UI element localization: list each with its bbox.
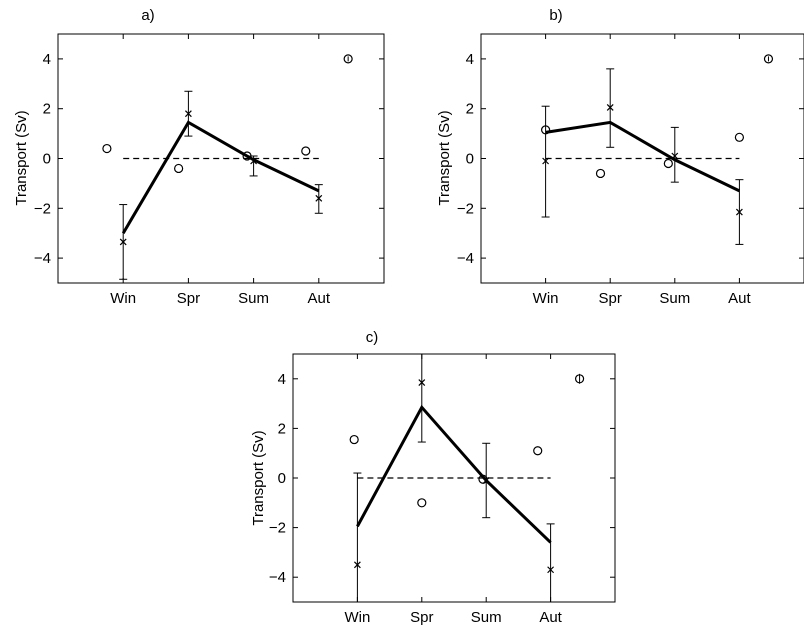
- panel-c-series-mean-line: [356, 404, 552, 544]
- panel-c-ylabel: Transport (Sv): [250, 430, 267, 525]
- panel-b-axes-frame: [480, 33, 804, 284]
- panel-c-plot: −4 −2 0 2 4 Win Spr Sum Aut: [269, 353, 616, 626]
- panel-c-ytick-label: −2: [269, 520, 286, 537]
- panel-b-circle-marker: [734, 132, 745, 142]
- panel-c-circle-marker: [533, 446, 543, 456]
- panel-b-plot: −4 −2 0 2 4 Win Spr Sum Aut: [457, 33, 804, 307]
- panel-b-circle-marker: [663, 158, 673, 169]
- panel-b-x-marker-stroke: [542, 157, 550, 165]
- panel-c-xtick-label: Aut: [539, 609, 562, 626]
- panel-b-ylabel: Transport (Sv): [436, 110, 453, 205]
- panel-b-x-marker: [671, 152, 679, 160]
- panel-c-xtick-label: Sum: [471, 609, 502, 626]
- panel-c-ytick-label: 2: [278, 420, 286, 437]
- panel-b-x-marker-stroke: [735, 208, 743, 216]
- panel-a-reference-marker: [343, 54, 353, 64]
- panel-a-x-marker: [250, 157, 258, 165]
- panel-a-circle-marker: [242, 151, 252, 161]
- panel-b-x-marker: [735, 208, 743, 216]
- panel-c-label: c): [366, 329, 379, 346]
- panel-a-x-marker-stroke: [119, 238, 127, 246]
- panel-c-x-marker: [482, 477, 490, 484]
- panel-a-circle-marker: [174, 163, 184, 174]
- panel-a-xtick-label: Win: [110, 290, 136, 307]
- panel-c-x-marker-stroke: [547, 566, 555, 574]
- panel-b: b) Transport (Sv) −4 −2 0 2 4 Win Spr Sum Aut: [436, 7, 804, 307]
- panel-a-x-marker: [315, 194, 323, 202]
- panel-a-x-marker-stroke: [184, 110, 192, 118]
- panel-a-ytick-label: 4: [43, 51, 51, 68]
- panel-b-circle-marker: [540, 125, 551, 135]
- panel-b-ytick-label: 2: [466, 101, 474, 118]
- panel-c-circle-marker: [349, 434, 359, 445]
- panel-c-x-marker-stroke: [418, 379, 426, 386]
- panel-a-x-marker: [184, 110, 192, 118]
- panel-c-ytick-label: 0: [278, 470, 286, 487]
- panel-a-plot: −4 −2 0 2 4 Win Spr Sum Aut: [34, 33, 385, 307]
- panel-a-series-mean-line: [121, 120, 320, 234]
- panel-b-series-mean-line: [545, 120, 741, 193]
- panel-b-x-marker: [606, 104, 614, 111]
- panel-a-xtick-label: Aut: [308, 290, 331, 307]
- panel-c-circle-marker: [478, 474, 488, 484]
- panel-c-x-marker: [547, 566, 555, 574]
- panel-a-xtick-label: Sum: [238, 290, 269, 307]
- panel-a: a) Transport (Sv) −4 −2 0 2 4 Win Spr Sum Aut: [13, 7, 385, 307]
- panel-c-x-marker-stroke: [353, 561, 361, 569]
- panel-a-label: a): [141, 7, 154, 24]
- panel-a-ytick-label: 2: [43, 101, 51, 118]
- panel-c-axes-frame: [292, 353, 616, 603]
- panel-b-xtick-label: Aut: [728, 290, 751, 307]
- panel-b-ytick-label: 4: [466, 51, 474, 68]
- panel-c-xtick-label: Win: [344, 609, 370, 626]
- panel-c: c) Transport (Sv) −4 −2 0 2 4 Win Spr Sum Aut: [250, 329, 616, 626]
- panel-b-reference-marker: [763, 54, 774, 64]
- panel-a-x-marker-stroke: [250, 157, 258, 165]
- panel-c-xtick-label: Spr: [410, 609, 433, 626]
- panel-b-ytick-label: 0: [466, 151, 474, 168]
- panel-b-x-marker: [542, 157, 550, 165]
- panel-a-ytick-label: 0: [43, 151, 51, 168]
- panel-a-x-marker-stroke: [315, 194, 323, 202]
- panel-c-reference-marker: [574, 374, 585, 384]
- panel-b-ytick-label: −2: [457, 200, 474, 217]
- panel-b-label: b): [549, 7, 562, 24]
- panel-c-x-marker: [418, 379, 426, 386]
- panel-a-circle-marker: [102, 143, 112, 154]
- panel-b-ytick-label: −4: [457, 250, 474, 267]
- panel-b-xtick-label: Spr: [599, 290, 622, 307]
- panel-a-axes-frame: [57, 33, 385, 284]
- panel-c-x-marker: [353, 561, 361, 569]
- panel-b-circle-marker: [595, 168, 606, 179]
- panel-c-circle-marker: [417, 498, 427, 508]
- panel-b-xtick-label: Sum: [659, 290, 690, 307]
- panel-a-ytick-label: −4: [34, 250, 51, 267]
- panel-b-xtick-label: Win: [533, 290, 559, 307]
- panel-c-ytick-label: −4: [269, 569, 286, 586]
- panel-b-x-marker-stroke: [671, 152, 679, 160]
- panel-c-x-marker-stroke: [482, 477, 490, 484]
- panel-b-x-marker-stroke: [606, 104, 614, 111]
- panel-a-circle-marker: [301, 146, 311, 156]
- panel-a-ylabel: Transport (Sv): [13, 110, 30, 205]
- panel-c-ytick-label: 4: [278, 371, 286, 388]
- panel-a-xtick-label: Spr: [177, 290, 200, 307]
- panel-a-x-marker: [119, 238, 127, 246]
- panel-a-ytick-label: −2: [34, 200, 51, 217]
